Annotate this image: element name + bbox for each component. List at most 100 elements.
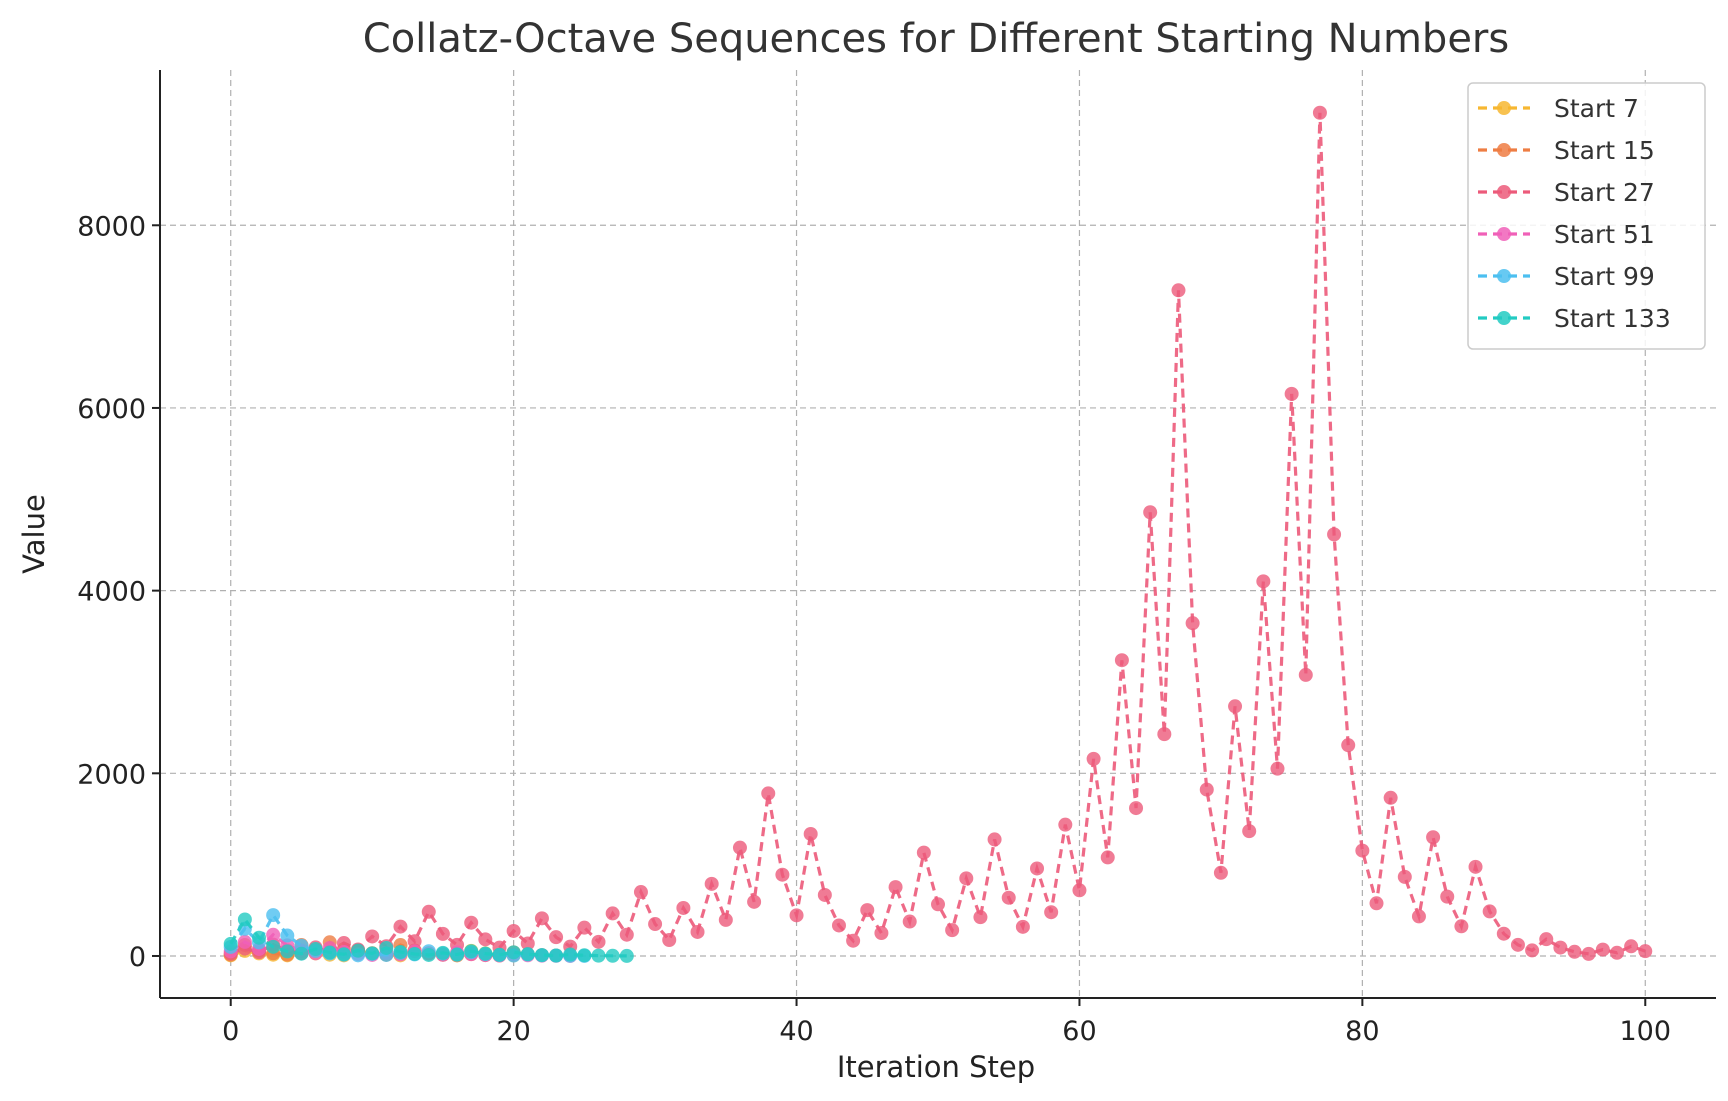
data-point [549,930,564,945]
data-point [874,926,889,941]
data-point [1482,904,1497,919]
data-point [280,928,295,943]
data-point [407,946,422,961]
data-point [1567,944,1582,959]
y-tick-label: 8000 [77,211,146,242]
data-point [577,948,592,963]
data-point [1284,386,1299,401]
chart-title: Collatz-Octave Sequences for Different S… [363,16,1509,62]
data-point [775,867,790,882]
x-tick-label: 80 [1345,1016,1379,1047]
data-point [619,927,634,942]
data-point [1143,505,1158,520]
data-point [718,912,733,927]
legend-label: Start 7 [1554,94,1639,123]
data-point [1157,727,1172,742]
data-point [1426,830,1441,845]
legend-marker [1497,227,1511,241]
data-point [421,947,436,962]
legend-label: Start 27 [1554,178,1655,207]
data-point [1624,939,1639,954]
axes: 0 20 40 60 80 100 0 2000 4000 6000 8000 [77,70,1716,1047]
data-point [223,936,238,951]
legend-label: Start 99 [1554,262,1655,291]
data-point [747,894,762,909]
data-point [662,933,677,947]
data-point [393,919,408,934]
data-point [563,947,578,962]
data-point [690,924,705,939]
data-point [1553,940,1568,955]
legend: Start 7 Start 15 Start 27 Start 51 Start 99 S… [1467,82,1706,350]
data-point [648,917,663,932]
data-point [803,826,818,841]
data-point [1001,890,1016,905]
data-point [1581,946,1596,961]
data-point [1525,943,1540,958]
data-point [1397,869,1412,884]
data-point [421,904,436,919]
data-point [1100,850,1115,865]
data-point [1044,905,1059,920]
data-point [464,944,479,959]
data-point [549,948,564,963]
data-point [1312,105,1327,120]
data-point [379,940,394,955]
data-point [973,910,988,925]
data-point [435,926,450,941]
data-point [619,948,634,963]
data-point [237,934,252,949]
data-point [1383,790,1398,805]
data-point [1355,843,1370,858]
data-point [266,908,281,923]
data-point [308,942,323,957]
data-point [1213,865,1228,880]
data-point [591,934,606,949]
data-point [266,927,281,942]
legend-label: Start 51 [1554,220,1655,249]
data-point [520,936,535,951]
data-point [407,934,422,949]
data-point [506,945,521,960]
data-point [1539,932,1554,947]
data-point [1030,861,1045,876]
data-point [676,900,691,915]
data-point [506,923,521,938]
data-point [464,915,479,930]
data-point [492,947,507,962]
data-point [1015,919,1030,934]
data-point [266,939,281,954]
legend-marker [1497,311,1511,325]
y-tick-label: 4000 [77,577,146,608]
data-point [351,943,366,958]
data-point [1072,883,1087,898]
data-point [1270,761,1285,776]
data-point [605,948,620,963]
x-tick-label: 0 [222,1016,239,1047]
y-tick-label: 6000 [77,394,146,425]
y-tick-label: 2000 [77,759,146,790]
data-point [1440,889,1455,904]
x-tick-label: 20 [496,1016,530,1047]
data-point [987,832,1002,847]
legend-marker [1497,269,1511,283]
data-point [945,923,960,938]
data-point [831,918,846,933]
data-point [1369,896,1384,911]
data-point [817,887,832,902]
series-layer [223,105,1653,963]
data-point [789,908,804,923]
data-point [478,932,493,947]
data-point [846,933,861,948]
y-axis-label: Value [17,494,51,574]
legend-marker [1497,101,1511,115]
data-point [605,906,620,921]
data-point [520,947,535,962]
data-point [1242,824,1257,839]
data-point [704,876,719,891]
data-point [959,871,974,886]
data-point [1341,738,1356,753]
series-start-27 [223,105,1653,961]
x-tick-label: 60 [1062,1016,1096,1047]
